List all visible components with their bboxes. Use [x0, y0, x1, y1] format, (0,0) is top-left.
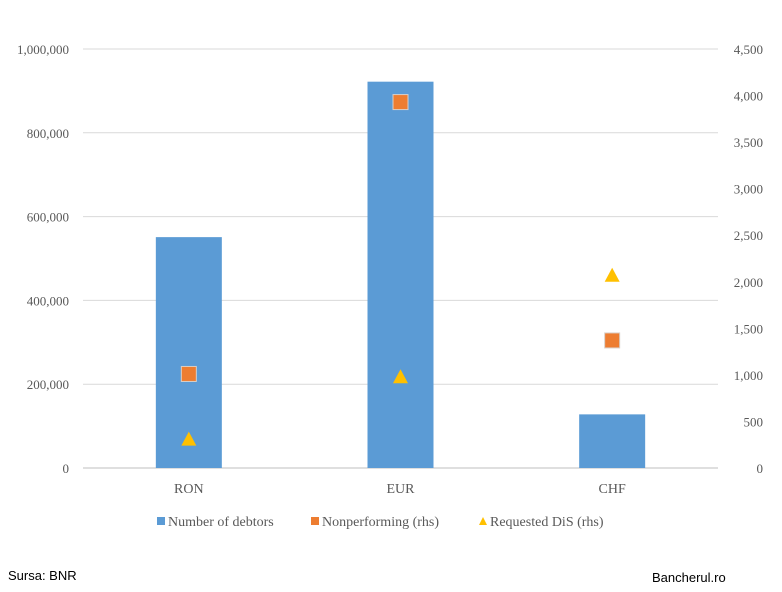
- legend: Number of debtors Nonperforming (rhs) Requ…: [157, 515, 604, 530]
- category-label: RON: [174, 482, 204, 497]
- bar: [155, 237, 222, 468]
- category-label: EUR: [387, 482, 416, 497]
- left-tick-label: 600,000: [27, 210, 69, 225]
- left-tick-label: 200,000: [27, 377, 69, 392]
- legend-label: Number of debtors: [168, 515, 274, 530]
- legend-swatch-bar: [157, 517, 165, 525]
- category-labels: RON EUR CHF: [174, 482, 626, 497]
- right-tick-label: 0: [757, 461, 764, 476]
- right-tick-label: 4,500: [734, 42, 763, 57]
- triangle-marker: [604, 267, 620, 282]
- legend-label: Nonperforming (rhs): [322, 515, 439, 530]
- source-note: Sursa: BNR: [8, 568, 77, 583]
- right-tick-label: 2,500: [734, 228, 763, 243]
- right-axis-ticks: 0 500 1,000 1,500 2,000 2,500 3,000 3,500 4,000 4…: [734, 42, 763, 476]
- triangle-marker: [393, 369, 408, 384]
- square-marker: [180, 365, 197, 382]
- left-axis-ticks: 0 200,000 400,000 600,000 800,000 1,000,000: [17, 42, 69, 476]
- square-marker: [604, 332, 621, 349]
- category-label: CHF: [599, 482, 626, 497]
- right-tick-label: 3,500: [734, 135, 763, 150]
- right-tick-label: 500: [744, 414, 764, 429]
- site-watermark: Bancherul.ro: [652, 570, 726, 585]
- left-tick-label: 400,000: [27, 293, 69, 308]
- legend-swatch-square: [311, 517, 319, 525]
- left-tick-label: 1,000,000: [17, 42, 69, 57]
- triangle-marker: [181, 431, 197, 446]
- square-marker: [392, 94, 409, 111]
- bar: [579, 414, 646, 468]
- markers: [180, 94, 621, 446]
- legend-swatch-triangle: [479, 517, 487, 525]
- left-tick-label: 0: [63, 461, 70, 476]
- right-tick-label: 1,500: [734, 321, 763, 336]
- right-tick-label: 3,000: [734, 182, 763, 197]
- legend-label: Requested DiS (rhs): [490, 515, 604, 530]
- right-tick-label: 1,000: [734, 368, 763, 383]
- right-tick-label: 2,000: [734, 275, 763, 290]
- right-tick-label: 4,000: [734, 89, 763, 104]
- bar: [367, 81, 434, 468]
- bars: [155, 81, 646, 468]
- left-tick-label: 800,000: [27, 126, 69, 141]
